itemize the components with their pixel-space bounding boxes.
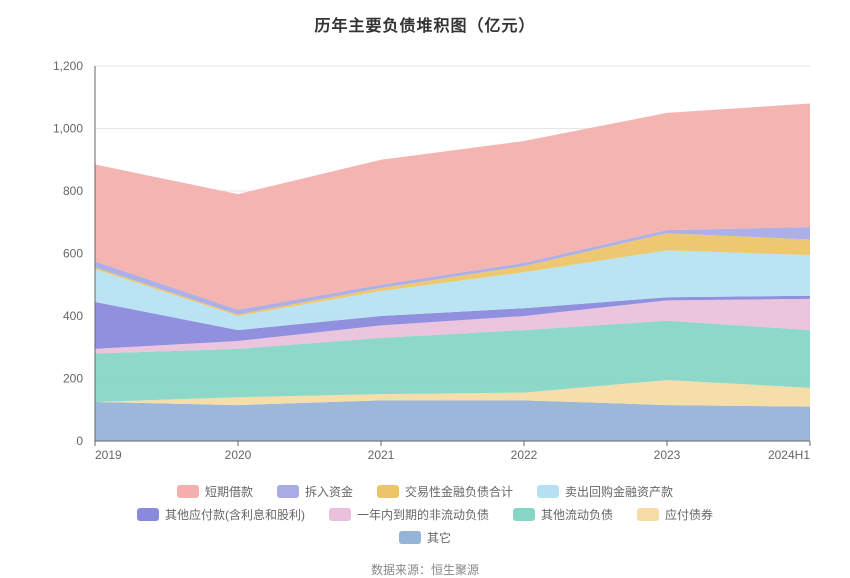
stacked-area-chart: 0 200 400 600 800 1,000 1,200 2019 2020 2021 2022 2…: [0, 36, 850, 476]
legend-item[interactable]: 一年内到期的非流动负债: [329, 506, 489, 523]
legend-swatch: [637, 508, 659, 521]
x-tick-label: 2021: [368, 448, 395, 462]
legend-item[interactable]: 短期借款: [177, 483, 253, 500]
y-tick-label: 400: [63, 309, 83, 323]
legend-item[interactable]: 拆入资金: [277, 483, 353, 500]
area-series: [95, 400, 810, 441]
legend-item[interactable]: 应付债券: [637, 506, 713, 523]
legend-swatch: [377, 485, 399, 498]
legend-item[interactable]: 其他应付款(含利息和股利): [137, 506, 305, 523]
legend-swatch: [137, 508, 159, 521]
x-tick-label: 2022: [511, 448, 538, 462]
x-tick-label: 2020: [225, 448, 252, 462]
legend: 短期借款 拆入资金 交易性金融负债合计 卖出回购金融资产款其他应付款(含利息和股利) 一…: [0, 476, 850, 549]
y-tick-label: 1,200: [53, 59, 83, 73]
legend-item[interactable]: 交易性金融负债合计: [377, 483, 513, 500]
legend-label: 拆入资金: [305, 483, 353, 500]
legend-swatch: [277, 485, 299, 498]
y-tick-label: 200: [63, 372, 83, 386]
legend-item[interactable]: 卖出回购金融资产款: [537, 483, 673, 500]
chart-area: 0 200 400 600 800 1,000 1,200 2019 2020 2021 2022 2…: [0, 36, 850, 476]
legend-item[interactable]: 其他流动负债: [513, 506, 613, 523]
legend-swatch: [399, 531, 421, 544]
legend-label: 其他应付款(含利息和股利): [165, 506, 305, 523]
x-tick-label: 2019: [95, 448, 122, 462]
y-tick-label: 800: [63, 184, 83, 198]
legend-label: 短期借款: [205, 483, 253, 500]
legend-label: 交易性金融负债合计: [405, 483, 513, 500]
legend-swatch: [537, 485, 559, 498]
legend-label: 卖出回购金融资产款: [565, 483, 673, 500]
legend-label: 其它: [427, 529, 451, 546]
legend-swatch: [513, 508, 535, 521]
chart-title: 历年主要负债堆积图（亿元）: [0, 0, 850, 36]
x-tick-label: 2023: [654, 448, 681, 462]
legend-swatch: [177, 485, 199, 498]
legend-swatch: [329, 508, 351, 521]
y-tick-label: 1,000: [53, 122, 83, 136]
data-source-label: 数据来源：恒生聚源: [0, 561, 850, 578]
y-tick-label: 0: [76, 434, 83, 448]
legend-label: 其他流动负债: [541, 506, 613, 523]
legend-label: 一年内到期的非流动负债: [357, 506, 489, 523]
legend-label: 应付债券: [665, 506, 713, 523]
legend-item[interactable]: 其它: [399, 529, 451, 546]
x-tick-label: 2024H1: [768, 448, 810, 462]
y-tick-label: 600: [63, 247, 83, 261]
